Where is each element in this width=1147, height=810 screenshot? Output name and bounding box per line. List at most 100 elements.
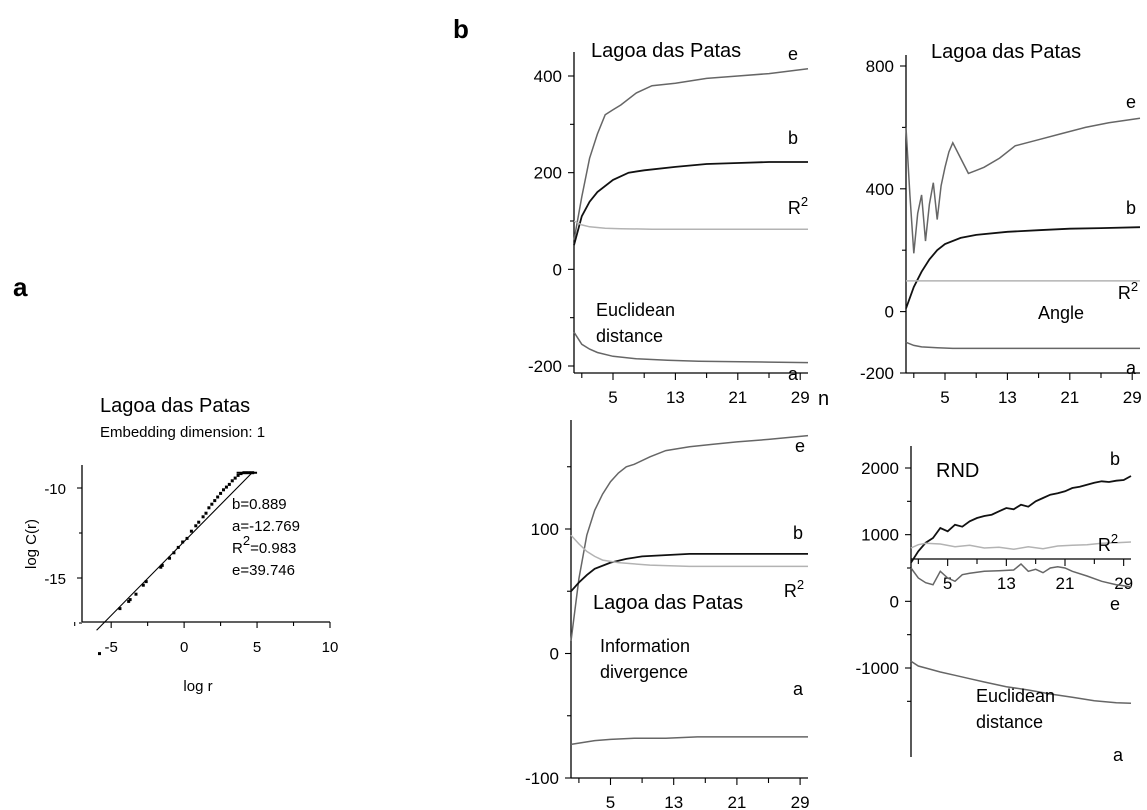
y-tick-label-b1: 200 (534, 164, 562, 183)
x-tick-label-b4: 5 (943, 574, 952, 593)
x-tick-label-b1: 5 (608, 388, 617, 407)
data-point (98, 652, 102, 656)
x-tick-label-a: 5 (253, 639, 261, 656)
y-tick-label-b4: 1000 (861, 526, 899, 545)
x-tick-label-b1: 13 (666, 388, 685, 407)
series-label-a: a (1113, 745, 1124, 765)
data-point (230, 479, 234, 483)
series-label-a: a (788, 364, 799, 384)
x-axis-label-a: log r (183, 678, 212, 695)
series-label-b: b (793, 523, 803, 543)
series-label-e: e (788, 44, 798, 64)
series-line-b (570, 553, 808, 592)
x-tick-label-b2: 29 (1123, 388, 1142, 407)
x-tick-label-b3: 29 (791, 793, 810, 810)
series-label-a: a (1126, 358, 1137, 378)
panel-label-b: b (453, 14, 469, 44)
series-line-e (570, 434, 809, 642)
y-tick-label-a: -15 (44, 571, 66, 588)
chart-annotation-b4: distance (976, 712, 1043, 732)
chart-annotation-b3: divergence (600, 662, 688, 682)
series-line-b (573, 161, 808, 246)
data-point (144, 580, 148, 584)
chart-annotation-b4: Euclidean (976, 686, 1055, 706)
charts: -10 -15 -5 0 5 10 Lagoa das Patas Embedding dim… (23, 40, 1142, 810)
series-label-b: b (1110, 449, 1120, 469)
series-label-b: b (788, 128, 798, 148)
series-line-e (910, 562, 1132, 588)
data-point (127, 599, 131, 603)
data-point (219, 491, 223, 495)
series-label-e: e (1126, 92, 1136, 112)
data-point (207, 506, 211, 510)
x-tick-label-b3: 13 (664, 793, 683, 810)
data-point (227, 482, 231, 486)
y-tick-label-b4: -1000 (856, 659, 899, 678)
chart-title-b4: RND (936, 460, 979, 482)
panel-label-a: a (13, 272, 28, 302)
x-tick-label-b1: 21 (728, 388, 747, 407)
chart-title-b2: Lagoa das Patas (931, 41, 1081, 63)
y-tick-label-b2: -200 (860, 364, 894, 383)
stat-annotation: R2=0.983 (232, 533, 296, 557)
chart-title-a: Lagoa das Patas (100, 395, 250, 417)
data-point (134, 592, 138, 596)
x-tick-label-b2: 13 (998, 388, 1017, 407)
x-axis-name-b1: n (818, 388, 829, 410)
series-line-b (910, 475, 1132, 564)
data-point (189, 529, 193, 533)
data-point (197, 520, 201, 524)
series-label-e: e (1110, 594, 1120, 614)
x-tick-label-a: -5 (105, 639, 118, 656)
data-point (172, 551, 176, 555)
x-tick-label-b4: 29 (1114, 574, 1133, 593)
x-tick-label-b1: 29 (791, 388, 810, 407)
data-point (245, 471, 249, 475)
y-tick-label-a: -10 (44, 481, 66, 498)
data-point (204, 511, 208, 515)
data-point (242, 471, 246, 475)
chart-title-b1: Lagoa das Patas (591, 40, 741, 62)
x-tick-label-a: 10 (322, 639, 339, 656)
series-line-b (905, 226, 1141, 309)
chart-b2: 800 400 0 -200 5 13 21 29 e b R2 a Lagoa das Patas An… (860, 41, 1142, 407)
y-tick-label-b4: 0 (890, 592, 899, 611)
y-tick-label-b2: 800 (866, 57, 894, 76)
stat-annotation: e=39.746 (232, 562, 295, 579)
series-label-a: a (793, 679, 804, 699)
y-tick-label-b3: 100 (531, 520, 559, 539)
series-line-e (905, 117, 1141, 254)
y-tick-label-b1: 400 (534, 67, 562, 86)
chart-annotation-b2: Angle (1038, 303, 1084, 323)
chart-subtitle-a: Embedding dimension: 1 (100, 424, 265, 441)
chart-b3: 100 0 -100 5 13 21 29 e b R2 a Lagoa das Patas Infor… (525, 420, 810, 810)
x-tick-label-b3: 5 (606, 793, 615, 810)
y-tick-label-b4: 2000 (861, 459, 899, 478)
data-point (210, 502, 214, 506)
y-tick-label-b3: 0 (550, 645, 559, 664)
chart-annotation-b1: Euclidean (596, 300, 675, 320)
chart-b1: 400 200 0 -200 5 13 21 29 n e b R2 a Lagoa das Patas E… (528, 40, 829, 410)
series-line-e (573, 68, 809, 241)
x-tick-label-a: 0 (180, 639, 188, 656)
y-tick-label-b2: 0 (885, 303, 894, 322)
data-point (168, 556, 172, 560)
series-line-a (573, 331, 809, 364)
series-label-r2: R2 (788, 194, 808, 218)
data-point (236, 473, 240, 477)
x-tick-label-b2: 5 (940, 388, 949, 407)
data-point (181, 540, 185, 544)
chart-b4: 2000 1000 0 -1000 5 13 21 29 b R2 e a RND Euclidean di… (856, 446, 1133, 765)
data-point (222, 488, 226, 492)
series-label-e: e (795, 436, 805, 456)
data-point (160, 563, 164, 567)
data-point (224, 485, 228, 489)
series-line-a (910, 660, 1132, 705)
series-line-a (905, 341, 1140, 350)
chart-title-b3: Lagoa das Patas (593, 592, 743, 614)
series-line-r2 (573, 220, 808, 230)
series-label-b: b (1126, 198, 1136, 218)
data-point (128, 598, 132, 602)
series-label-r2: R2 (784, 577, 804, 601)
